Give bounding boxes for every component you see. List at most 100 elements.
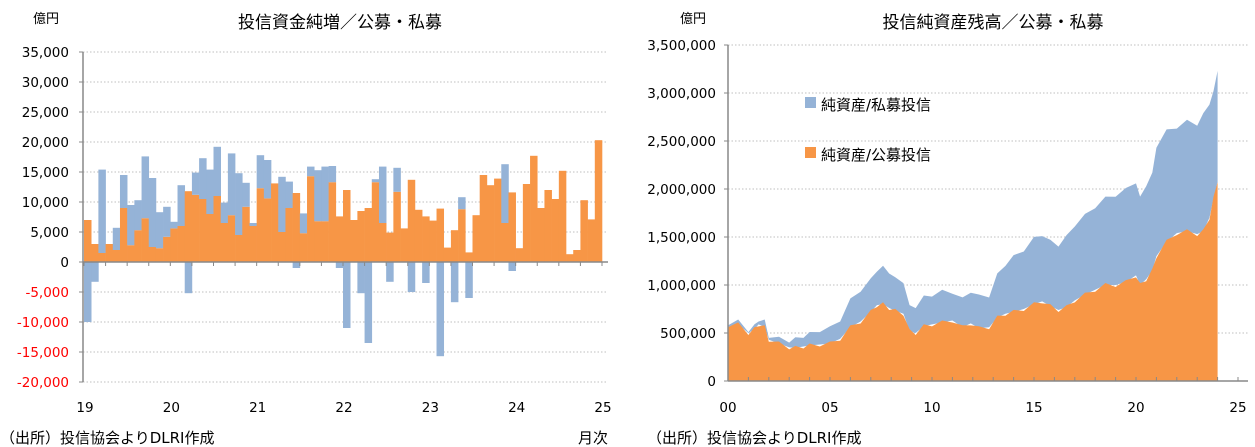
bar-segment: [378, 223, 387, 262]
bar-segment: [321, 221, 329, 262]
bar-segment: [148, 178, 157, 247]
bar-segment: [314, 170, 322, 222]
right-y-unit-label: 億円: [680, 11, 706, 27]
bar-segment: [213, 146, 221, 196]
bar-segment: [407, 262, 416, 292]
bar-segment: [335, 262, 344, 268]
bar-segment: [465, 262, 473, 298]
left-bars: [84, 140, 603, 357]
bar-segment: [292, 262, 301, 268]
x-tick-label: 24: [508, 400, 525, 416]
bar-segment: [551, 199, 560, 262]
bar-segment: [386, 232, 394, 262]
bar-segment: [522, 184, 531, 262]
bar-segment: [450, 230, 459, 262]
bar-segment: [321, 166, 329, 222]
y-tick-label: 35,000: [22, 45, 69, 61]
bar-segment: [163, 206, 171, 237]
bar-segment: [594, 140, 603, 262]
bar-segment: [177, 226, 186, 262]
bar-segment: [364, 208, 373, 262]
net-assets-chart-panel: 億円 投信純資産残高／公募・私募 3,500,000 3,000,000 2,500…: [625, 0, 1255, 447]
bar-segment: [278, 232, 286, 262]
bar-segment: [256, 188, 265, 262]
bar-segment: [299, 233, 308, 262]
bar-segment: [84, 262, 92, 322]
bar-segment: [285, 181, 293, 208]
bar-segment: [206, 214, 214, 262]
y-tick-label: 25,000: [22, 105, 69, 121]
x-tick-label: 05: [821, 400, 838, 416]
y-tick-label: 2,000,000: [647, 182, 716, 198]
bar-segment: [242, 206, 250, 262]
bar-segment: [386, 262, 394, 282]
bar-segment: [242, 182, 250, 207]
bar-segment: [343, 190, 351, 262]
x-tick-label: 20: [163, 400, 180, 416]
bar-segment: [472, 215, 480, 262]
bar-segment: [119, 208, 128, 262]
bar-segment: [357, 211, 365, 262]
bar-segment: [227, 215, 236, 262]
bar-segment: [314, 221, 322, 262]
y-tick-label: 3,000,000: [647, 86, 716, 102]
bar-segment: [119, 175, 128, 208]
left-y-unit-label: 億円: [33, 11, 59, 27]
x-tick-label: 00: [719, 400, 736, 416]
bar-segment: [235, 235, 243, 262]
bar-segment: [307, 176, 315, 262]
y-tick-label: 500,000: [660, 326, 716, 342]
right-axes: 3,500,000 3,000,000 2,500,000 2,000,000 1,50…: [647, 38, 1248, 416]
x-tick-label: 25: [594, 400, 611, 416]
x-tick-label: 10: [923, 400, 940, 416]
left-source-note: （出所）投信協会よりDLRI作成: [0, 429, 214, 447]
bar-segment: [199, 199, 207, 262]
bar-segment: [84, 220, 92, 262]
x-tick-label: 19: [76, 400, 93, 416]
y-tick-label: 3,500,000: [647, 38, 716, 54]
net-assets-area-chart: 億円 投信純資産残高／公募・私募 3,500,000 3,000,000 2,500…: [647, 11, 1248, 447]
bar-segment: [357, 262, 365, 294]
left-chart-title: 投信資金純増／公募・私募: [238, 13, 442, 33]
bar-segment: [141, 218, 150, 262]
bar-segment: [227, 153, 236, 216]
bar-segment: [501, 223, 509, 262]
area-public: [728, 182, 1218, 381]
bar-segment: [508, 192, 516, 262]
x-tick-label: 15: [1025, 400, 1042, 416]
bar-segment: [436, 262, 445, 357]
bar-segment: [530, 155, 538, 262]
y-tick-label: 0: [707, 374, 716, 390]
bar-segment: [256, 155, 265, 189]
bar-segment: [170, 221, 178, 229]
legend-label-public: 純資産/公募投信: [821, 146, 931, 164]
bar-segment: [184, 262, 193, 294]
bar-segment: [566, 254, 574, 262]
bar-segment: [307, 166, 315, 177]
bar-segment: [155, 248, 164, 262]
bar-segment: [191, 172, 200, 195]
bar-segment: [371, 179, 380, 183]
bar-segment: [443, 247, 452, 262]
bar-segment: [501, 164, 509, 223]
bar-segment: [400, 228, 409, 262]
bar-segment: [414, 209, 423, 262]
bar-segment: [191, 194, 200, 262]
bar-segment: [127, 205, 135, 246]
bar-segment: [458, 209, 466, 262]
right-legend: 純資産/私募投信 純資産/公募投信: [805, 96, 931, 164]
bar-segment: [199, 158, 207, 199]
bar-segment: [91, 262, 99, 282]
bar-segment: [486, 185, 495, 262]
right-source-note: （出所）投信協会よりDLRI作成: [647, 429, 861, 447]
fund-flow-bar-chart: 億円 投信資金純増／公募・私募 35,000 30,000 25,000 20,000…: [0, 11, 612, 447]
bar-segment: [515, 248, 524, 262]
bar-segment: [91, 244, 99, 262]
bar-segment: [271, 183, 279, 262]
bar-segment: [299, 213, 308, 234]
bar-segment: [98, 169, 106, 253]
bar-segment: [112, 250, 121, 262]
y-tick-label: -15,000: [17, 345, 69, 361]
bar-segment: [393, 167, 401, 192]
bar-segment: [206, 169, 214, 214]
